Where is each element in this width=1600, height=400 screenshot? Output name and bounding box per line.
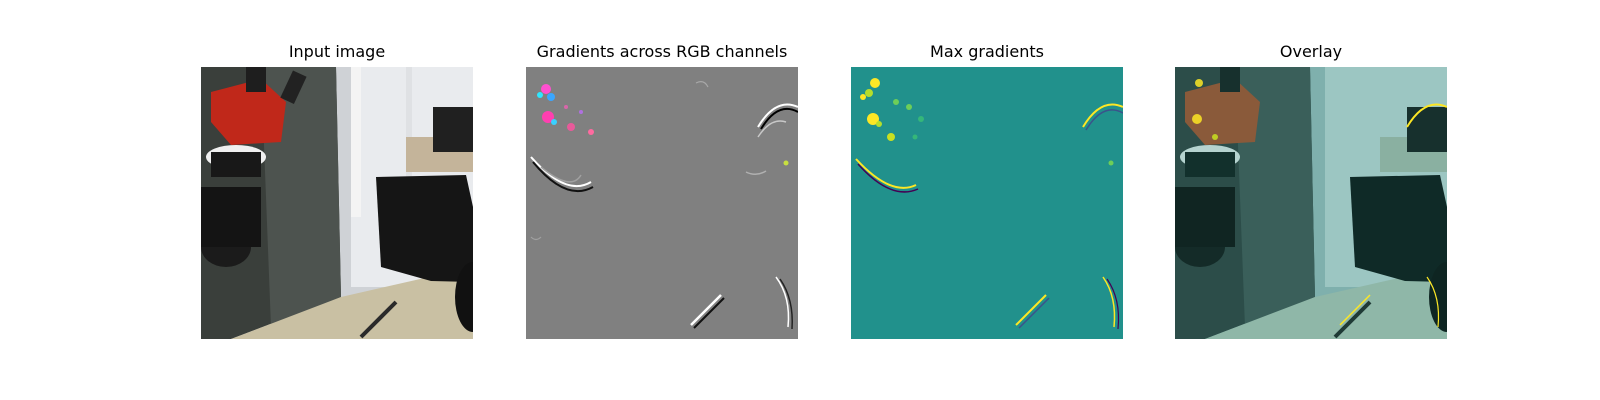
rgb-gradient-graphic bbox=[526, 67, 798, 339]
max-gradient-graphic bbox=[851, 67, 1123, 339]
input-image bbox=[201, 67, 473, 339]
input-image-graphic bbox=[201, 67, 473, 339]
max-gradient-image bbox=[851, 67, 1123, 339]
panel-overlay: Overlay bbox=[1175, 0, 1447, 400]
panel-max-gradients: Max gradients bbox=[851, 0, 1123, 400]
panel-title: Input image bbox=[288, 42, 386, 61]
panel-title: Gradients across RGB channels bbox=[536, 42, 788, 61]
rgb-gradient-image bbox=[526, 67, 798, 339]
panel-title: Overlay bbox=[1279, 42, 1343, 61]
overlay-graphic bbox=[1175, 67, 1447, 339]
panel-input-image: Input image bbox=[201, 0, 473, 400]
overlay-image bbox=[1175, 67, 1447, 339]
panel-title: Max gradients bbox=[930, 42, 1044, 61]
panel-rgb-gradients: Gradients across RGB channels bbox=[526, 0, 798, 400]
